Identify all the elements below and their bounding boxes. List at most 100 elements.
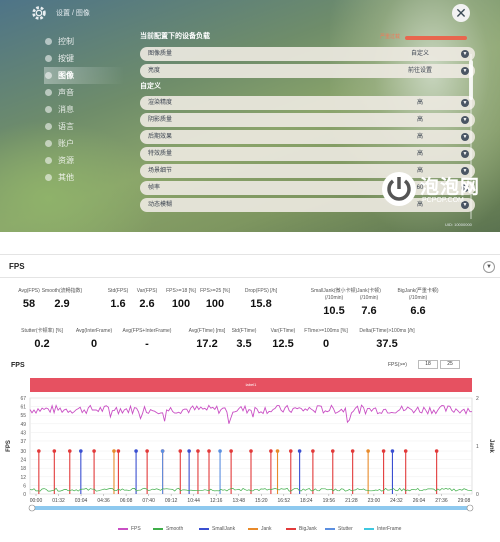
smalljank-mark-dot — [390, 449, 395, 453]
metric-value: 58 — [22, 298, 36, 310]
fps-threshold-2-input[interactable]: 25 — [440, 360, 460, 369]
breadcrumb: 设置 / 图像 — [56, 10, 90, 17]
legend-item[interactable]: BigJank — [286, 526, 317, 532]
setting-row[interactable]: 阴影质量 高 ▼ — [140, 113, 475, 127]
sidebar-item[interactable]: 按键 — [44, 50, 124, 67]
setting-row[interactable]: 图像质量 自定义 ▼ — [140, 47, 475, 61]
x-tick-label: 23:00 — [368, 498, 381, 504]
setting-value: 高 — [416, 151, 423, 157]
sidebar-item[interactable]: 账户 — [44, 135, 124, 152]
scroll-thumb[interactable] — [469, 60, 473, 100]
metric-label: Avg(InterFrame) — [75, 328, 113, 334]
bigjank-mark-dot — [196, 449, 200, 453]
sidebar-item[interactable]: 其他 — [44, 169, 124, 186]
sidebar-item[interactable]: 语言 — [44, 118, 124, 135]
legend-item[interactable]: InterFrame — [364, 526, 401, 532]
sidebar-dot-icon — [45, 106, 52, 113]
legend-label: Stutter — [338, 526, 353, 532]
y2-axis-label: Jank — [488, 439, 494, 453]
sidebar-item-label: 资源 — [58, 156, 74, 165]
x-tick-label: 03:04 — [75, 498, 88, 504]
y2-tick-label: 2 — [476, 396, 479, 402]
sidebar-item[interactable]: 控制 — [44, 33, 124, 50]
watermark-url: PCPOP.COM — [422, 197, 464, 204]
legend-item[interactable]: Smooth — [153, 526, 183, 532]
collapse-button[interactable]: ▼ — [483, 261, 495, 273]
bigjank-mark-dot — [350, 449, 355, 453]
y-tick-label: 67 — [20, 396, 26, 402]
chevron-down-icon[interactable]: ▼ — [461, 133, 469, 141]
metric: Jank(卡顿) (/10min) 7.6 — [337, 288, 401, 317]
setting-row[interactable]: 渲染精度 高 ▼ — [140, 96, 475, 110]
metric: Avg(FTime) [ms] 17.2 — [175, 328, 239, 350]
fps-threshold-1-input[interactable]: 18 — [418, 360, 438, 369]
legend-item[interactable]: FPS — [118, 526, 141, 532]
chevron-down-icon[interactable]: ▼ — [461, 150, 469, 158]
metric-value: 0.2 — [34, 338, 50, 350]
bigjank-mark-dot — [52, 449, 57, 453]
x-tick-label: 18:24 — [300, 498, 313, 504]
setting-value: 前往设置 — [407, 68, 432, 74]
jank-mark-dot — [112, 449, 116, 453]
chevron-down-icon[interactable]: ▼ — [461, 50, 469, 58]
metric-label: Std(FTime) — [231, 328, 257, 334]
y-tick-label: 6 — [23, 483, 26, 489]
sidebar-item[interactable]: 声音 — [44, 84, 124, 101]
fps-range-label: FPS(>=) — [388, 362, 407, 368]
sidebar-item[interactable]: 消息 — [44, 101, 124, 118]
bigjank-mark-dot — [381, 449, 386, 453]
setting-row[interactable]: 特效质量 高 ▼ — [140, 147, 475, 161]
jank-mark-dot — [366, 449, 370, 453]
metric-label: SmallJank(微小卡顿) (/10min) — [310, 288, 358, 301]
metric-label: Avg(FPS) — [18, 288, 40, 294]
sidebar-item[interactable]: 图像 — [44, 67, 124, 84]
x-tick-label: 19:56 — [323, 498, 336, 504]
chevron-down-icon[interactable]: ▼ — [461, 184, 469, 192]
metric: Var(FTime) 12.5 — [251, 328, 315, 350]
chevron-down-icon[interactable]: ▼ — [461, 67, 469, 75]
chevron-down-icon[interactable]: ▼ — [461, 99, 469, 107]
metric-value: 3.5 — [236, 338, 252, 350]
legend-item[interactable]: SmallJank — [199, 526, 235, 532]
bigjank-mark-dot — [269, 449, 273, 453]
chart-title: FPS — [11, 362, 25, 369]
legend-item[interactable]: Jank — [248, 526, 272, 532]
legend-item[interactable]: Stutter — [325, 526, 353, 532]
setting-label: 渲染精度 — [148, 100, 173, 106]
smalljank-mark-dot — [134, 449, 138, 453]
chevron-down-icon[interactable]: ▼ — [461, 116, 469, 124]
metric-label: Drop(FPS) [/h] — [244, 288, 278, 294]
legend-label: Jank — [261, 526, 272, 532]
sidebar-item[interactable]: 资源 — [44, 152, 124, 169]
x-tick-label: 04:36 — [97, 498, 110, 504]
metric-label: Std(FPS) — [107, 288, 129, 294]
setting-row[interactable]: 后期效果 高 ▼ — [140, 130, 475, 144]
bigjank-mark-dot — [92, 449, 96, 453]
metric: FPS>=25 [%] 100 — [183, 288, 247, 310]
bigjank-mark-dot — [249, 449, 253, 453]
metric-label: Smooth(流畅指数) — [41, 288, 83, 294]
metric-value: 6.6 — [410, 305, 426, 317]
bigjank-mark-dot — [311, 449, 315, 453]
setting-row[interactable]: 亮度 前往设置 ▼ — [140, 64, 475, 78]
x-tick-label: 01:32 — [52, 498, 65, 504]
close-button[interactable]: ✕ — [452, 4, 470, 22]
setting-label: 特效质量 — [148, 151, 173, 157]
chevron-down-icon[interactable]: ▼ — [461, 167, 469, 175]
metric-label: FTime>=100ms [%] — [304, 328, 348, 334]
fps-section-header: FPS ▼ — [0, 254, 500, 278]
sidebar-item-label: 声音 — [58, 88, 74, 97]
sidebar-dot-icon — [45, 38, 52, 45]
bigjank-mark-dot — [434, 449, 439, 453]
bigjank-mark-dot — [330, 449, 335, 453]
scroll-track[interactable] — [470, 54, 472, 219]
device-load-bar — [405, 36, 467, 40]
x-tick-label: 26:04 — [413, 498, 426, 504]
panel-title: 当前配置下的设备负载 — [140, 33, 210, 40]
label-bar[interactable]: label1 — [30, 378, 472, 392]
chevron-down-icon[interactable]: ▼ — [461, 201, 469, 209]
fps-section-title: FPS — [9, 262, 25, 271]
stutter-mark-dot — [160, 449, 165, 453]
bigjank-mark-dot — [288, 449, 293, 453]
x-tick-label: 07:40 — [142, 498, 155, 504]
